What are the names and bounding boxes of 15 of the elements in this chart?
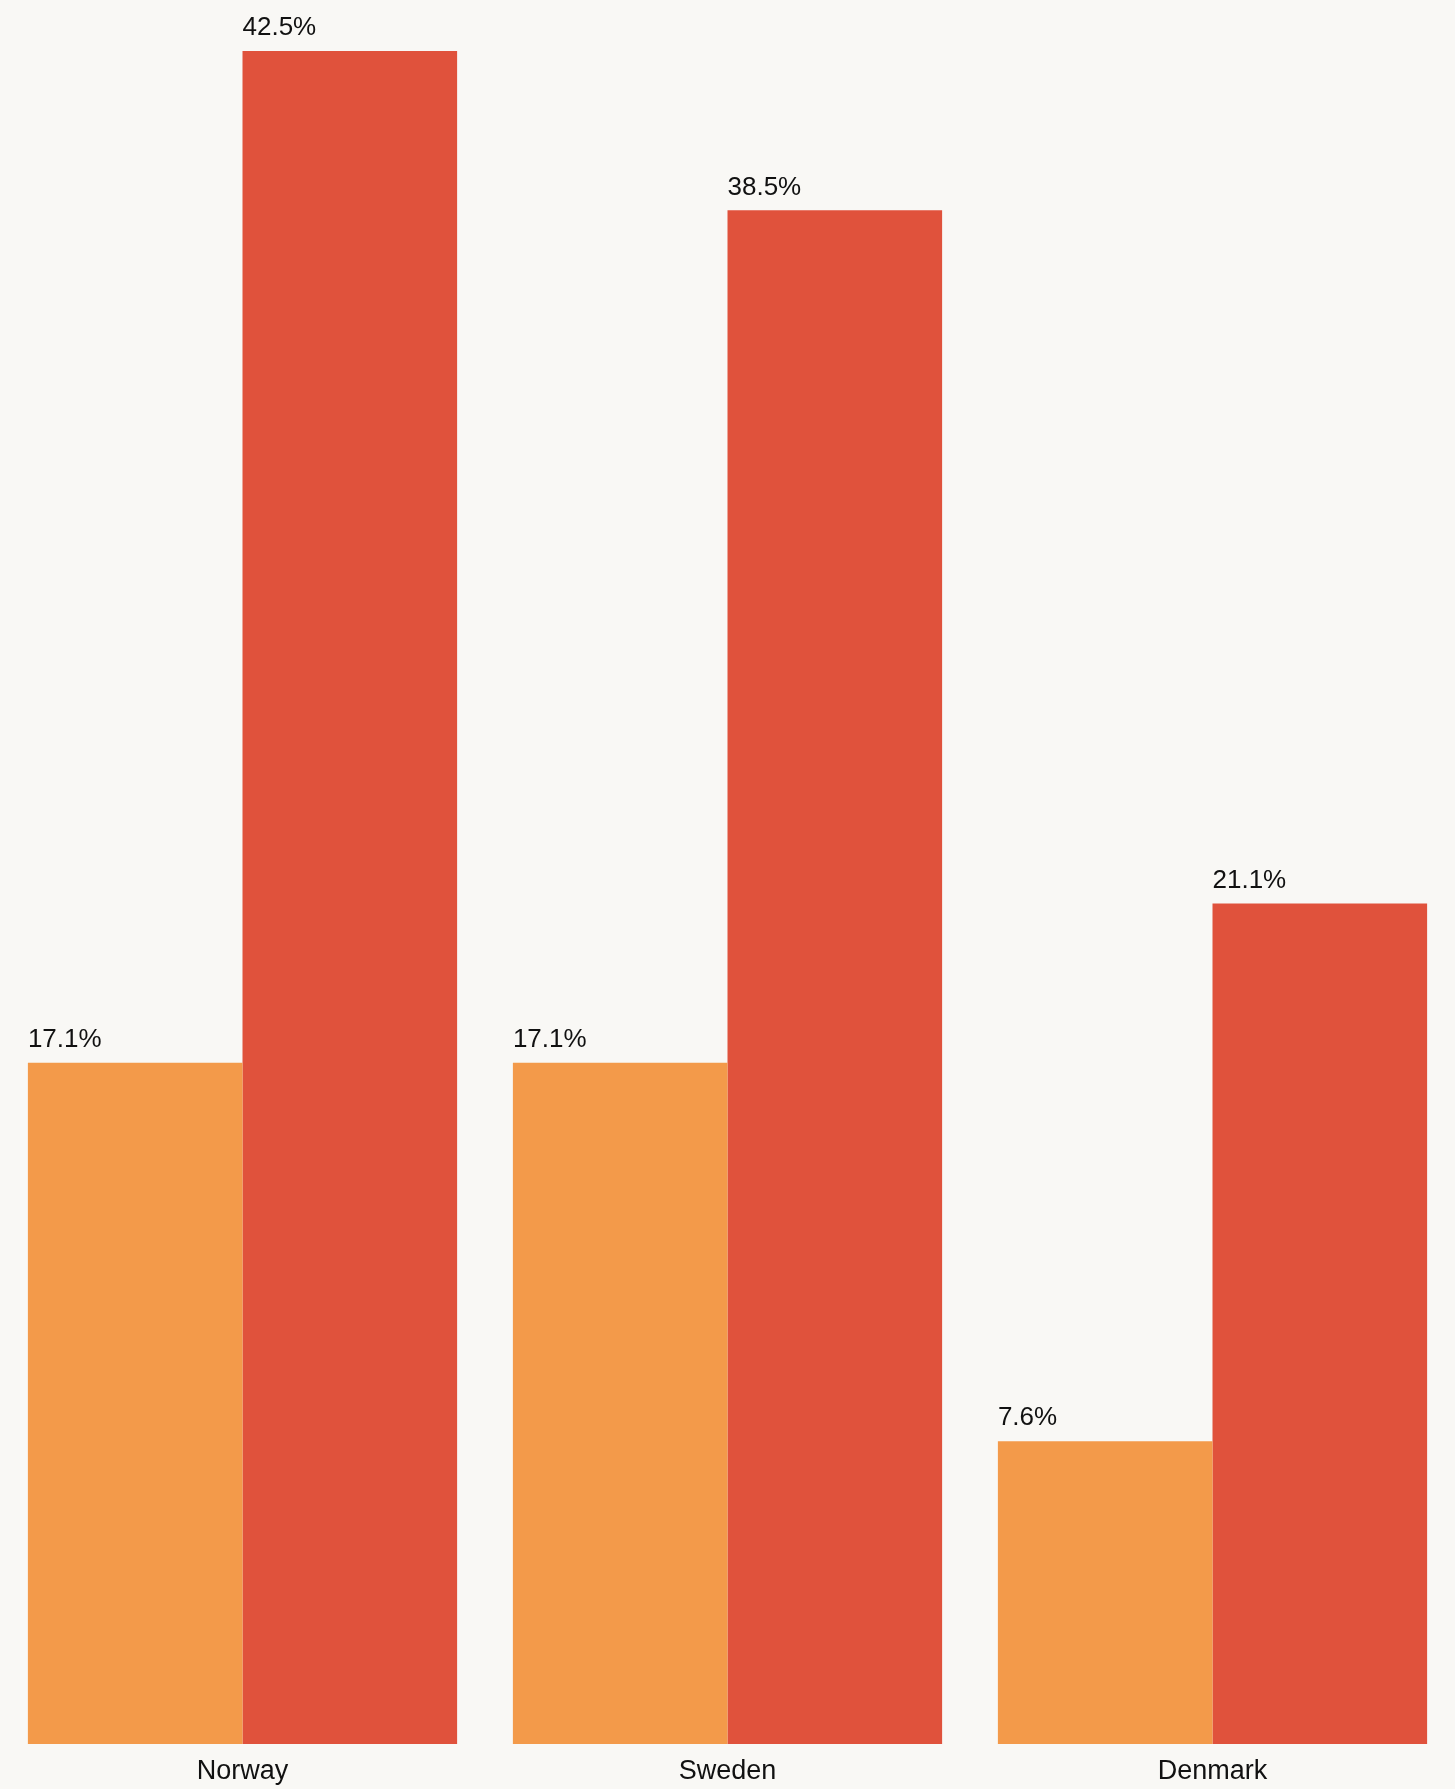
- x-tick-label: Norway: [196, 1754, 289, 1785]
- bar: [1212, 903, 1428, 1744]
- data-label: 17.1%: [512, 1022, 587, 1053]
- data-label: 7.6%: [997, 1401, 1058, 1432]
- x-tick-label: Sweden: [678, 1754, 777, 1785]
- data-label: 21.1%: [1212, 863, 1287, 894]
- x-tick-label: Denmark: [1157, 1754, 1268, 1785]
- bar: [242, 51, 458, 1744]
- data-label: 42.5%: [242, 11, 317, 42]
- bar: [27, 1062, 243, 1744]
- bar: [512, 1062, 728, 1744]
- data-label: 17.1%: [27, 1022, 102, 1053]
- data-label: 38.5%: [727, 170, 802, 201]
- bar: [997, 1441, 1213, 1744]
- bar: [727, 210, 943, 1744]
